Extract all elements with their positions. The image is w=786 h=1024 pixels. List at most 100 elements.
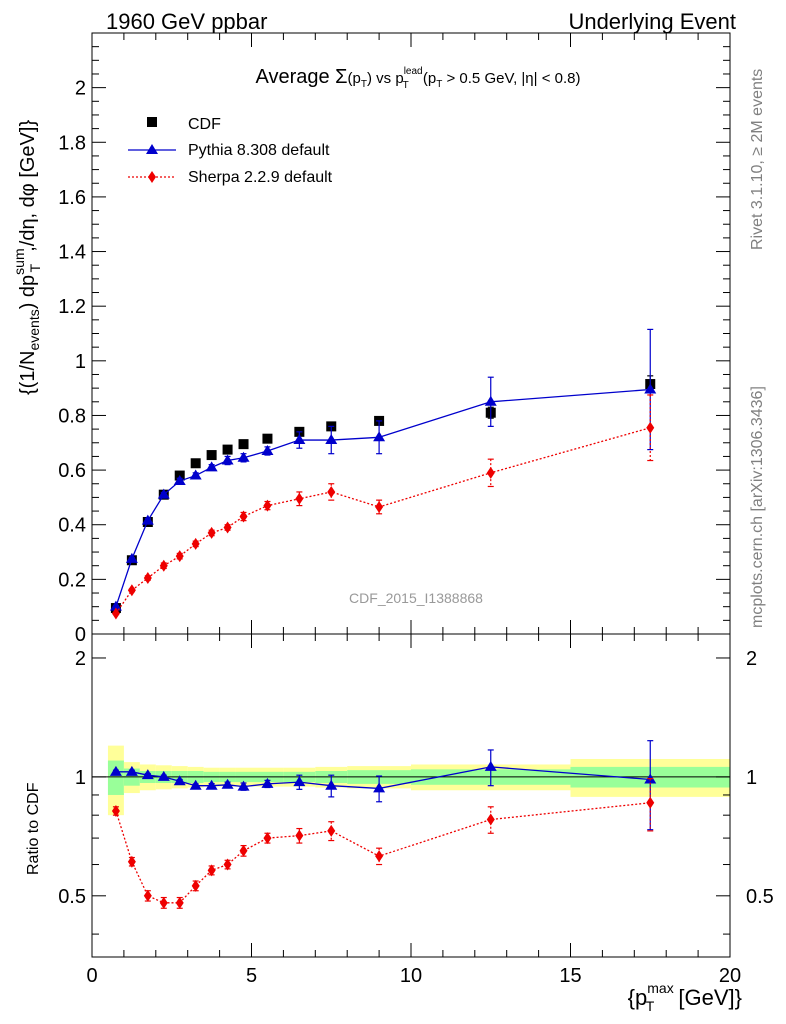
legend-cdf-marker xyxy=(147,117,157,127)
main-y-tick-label: 0.2 xyxy=(58,569,86,591)
main-y-tick-label: 1.8 xyxy=(58,132,86,154)
pythia-point xyxy=(205,779,218,790)
sherpa-point xyxy=(295,829,304,842)
pythia-point xyxy=(373,782,386,793)
sherpa-point xyxy=(143,571,152,584)
sherpa-point xyxy=(207,864,216,877)
pythia-point xyxy=(205,461,218,472)
cdf-point xyxy=(238,439,249,450)
sherpa-point xyxy=(191,537,200,550)
pythia-point xyxy=(237,780,250,791)
pythia-point xyxy=(373,431,386,442)
legend-cdf-label: CDF xyxy=(188,116,221,133)
x-tick-label: 10 xyxy=(400,965,422,987)
pythia-point xyxy=(221,778,234,789)
sherpa-point xyxy=(239,510,248,523)
ratio-y-tick-label-right: 2 xyxy=(746,648,757,670)
pythia-point xyxy=(293,776,306,787)
pythia-point xyxy=(157,770,170,781)
main-y-tick-label: 0.8 xyxy=(58,405,86,427)
sherpa-point xyxy=(486,466,495,479)
sherpa-point xyxy=(646,421,655,434)
legend-pythia-marker xyxy=(146,144,158,154)
sherpa-line xyxy=(115,802,651,904)
header-right-label: Underlying Event xyxy=(568,9,736,34)
x-tick-label: 20 xyxy=(719,965,741,987)
pythia-point xyxy=(109,600,122,611)
sherpa-line xyxy=(115,427,651,614)
x-tick-label: 0 xyxy=(86,965,97,987)
legend-pythia-label: Pythia 8.308 default xyxy=(188,142,330,159)
header-left-label: 1960 GeV ppbar xyxy=(106,9,267,34)
pythia-point xyxy=(141,514,154,525)
sherpa-point xyxy=(159,896,168,909)
pythia-point xyxy=(173,775,186,786)
pythia-point xyxy=(125,765,138,776)
ratio-y-axis-label: Ratio to CDF xyxy=(25,782,42,875)
main-y-tick-label: 2 xyxy=(75,78,86,100)
ratio-y-tick-label-left: 1 xyxy=(75,767,86,789)
main-y-axis-label: {(1/Nevents) dpsumT,/dη, dφ [GeV]} xyxy=(11,120,43,395)
pythia-point xyxy=(189,469,202,480)
pythia-point xyxy=(484,395,497,406)
main-y-tick-label: 1 xyxy=(75,351,86,373)
cdf-point xyxy=(190,458,201,469)
pythia-point xyxy=(644,383,657,394)
sherpa-point xyxy=(327,824,336,837)
pythia-point xyxy=(157,488,170,499)
legend-sherpa-label: Sherpa 2.2.9 default xyxy=(188,169,333,186)
x-tick-label: 15 xyxy=(559,965,581,987)
x-tick-label: 5 xyxy=(246,965,257,987)
x-axis-label: {pmax T [GeV]} xyxy=(628,980,742,1014)
sherpa-point xyxy=(175,896,184,909)
sherpa-point xyxy=(191,879,200,892)
legend-sherpa-marker xyxy=(148,171,156,183)
sherpa-point xyxy=(295,492,304,505)
ratio-y-tick-label-left: 2 xyxy=(75,648,86,670)
pythia-point xyxy=(325,434,338,445)
pythia-point xyxy=(125,552,138,563)
pythia-point xyxy=(237,451,250,462)
pythia-point xyxy=(173,475,186,486)
sherpa-point xyxy=(223,858,232,871)
cdf-point xyxy=(262,433,273,444)
main-y-tick-label: 0.4 xyxy=(58,515,86,537)
sherpa-point xyxy=(263,499,272,512)
analysis-watermark: CDF_2015_I1388868 xyxy=(349,590,483,606)
pythia-point xyxy=(261,777,274,788)
sherpa-point xyxy=(143,889,152,902)
sherpa-point xyxy=(127,855,136,868)
main-y-tick-label: 1.6 xyxy=(58,187,86,209)
sherpa-point xyxy=(207,526,216,539)
cdf-point xyxy=(222,444,233,455)
pythia-point xyxy=(189,779,202,790)
sherpa-point xyxy=(111,804,120,817)
pythia-point xyxy=(325,779,338,790)
main-plot-title: Average Σ(pT) vs plead T (pT > 0.5 GeV, |… xyxy=(255,66,580,91)
pythia-point xyxy=(109,765,122,776)
sherpa-point xyxy=(646,796,655,809)
main-y-tick-label: 0 xyxy=(75,624,86,646)
sherpa-point xyxy=(159,559,168,572)
sherpa-point xyxy=(375,500,384,513)
data-layer xyxy=(109,328,657,909)
rivet-version-label: Rivet 3.1.10, ≥ 2M events xyxy=(749,69,766,250)
pythia-point xyxy=(484,760,497,771)
ratio-band-inner xyxy=(107,760,124,795)
sherpa-point xyxy=(175,550,184,563)
ratio-y-tick-label-right: 1 xyxy=(746,767,757,789)
ratio-y-tick-label-left: 0.5 xyxy=(58,886,86,908)
main-y-tick-label: 1.2 xyxy=(58,296,86,318)
sherpa-point xyxy=(327,485,336,498)
axis-ticks: 00.20.40.60.811.21.41.61.820.5 0.51 12 20 5 1… xyxy=(58,32,774,987)
sherpa-point xyxy=(223,521,232,534)
legend: CDF Pythia 8.308 default Sherpa 2.2.9 de… xyxy=(128,116,333,186)
pythia-point xyxy=(261,444,274,455)
sherpa-point xyxy=(127,584,136,597)
sherpa-point xyxy=(239,844,248,857)
sherpa-point xyxy=(375,850,384,863)
sherpa-point xyxy=(263,832,272,845)
pythia-point xyxy=(293,434,306,445)
cdf-point xyxy=(206,450,217,461)
